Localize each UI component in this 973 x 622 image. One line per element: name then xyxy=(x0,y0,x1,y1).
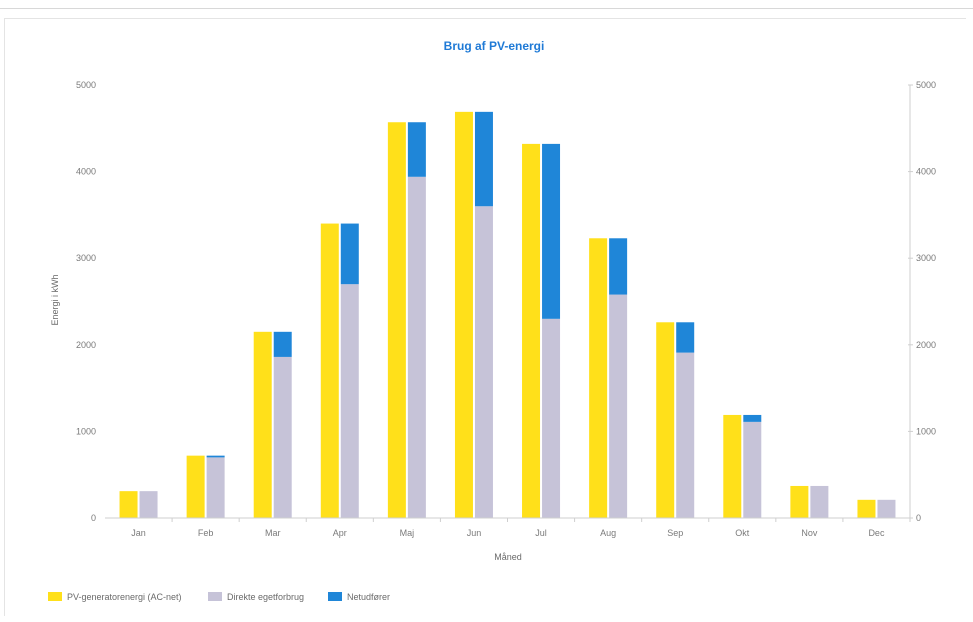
bar-b1-mar xyxy=(273,331,292,357)
x-tick-label: Nov xyxy=(801,528,818,538)
x-tick-label: Apr xyxy=(333,528,347,538)
bar-b0-dec xyxy=(877,499,896,518)
bar-b1-sep xyxy=(676,322,695,353)
x-tick-label: Aug xyxy=(600,528,616,538)
legend-swatch xyxy=(208,592,222,601)
y-tick-label-right: 1000 xyxy=(916,426,936,436)
bar-b0-apr xyxy=(340,284,359,518)
bar-b1-jun xyxy=(474,111,493,207)
legend-swatch xyxy=(48,592,62,601)
x-tick-label: Maj xyxy=(400,528,415,538)
bar-b0-jun xyxy=(474,206,493,519)
x-tick-label: Jun xyxy=(467,528,482,538)
bar-a-maj xyxy=(387,122,406,518)
x-axis: Jan Feb Mar Apr Maj Jun Jul Aug Sep Okt Nov Dec xyxy=(131,518,911,538)
bar-a-sep xyxy=(656,322,675,518)
bar-b1-apr xyxy=(340,223,359,285)
bars xyxy=(119,111,896,519)
x-tick-label: Mar xyxy=(265,528,281,538)
y-tick-label-right: 2000 xyxy=(916,340,936,350)
bar-b1-jul xyxy=(542,143,561,319)
legend: PV-generatorenergi (AC-net) Direkte egetf… xyxy=(48,592,390,602)
bar-b1-okt xyxy=(743,414,762,422)
x-tick-label: Sep xyxy=(667,528,683,538)
legend-swatch xyxy=(328,592,342,601)
y-axis-left: 0 1000 2000 3000 4000 5000 xyxy=(76,80,96,523)
bar-a-jun xyxy=(454,111,473,518)
bar-a-jan xyxy=(119,491,138,518)
legend-label: Direkte egetforbrug xyxy=(227,592,304,602)
chart-title: Brug af PV-energi xyxy=(444,39,545,53)
bar-a-mar xyxy=(253,331,272,518)
bar-b1-feb xyxy=(206,455,225,458)
bar-b0-aug xyxy=(609,294,628,518)
bar-a-aug xyxy=(589,238,608,519)
bar-b0-feb xyxy=(206,457,225,518)
legend-label: PV-generatorenergi (AC-net) xyxy=(67,592,182,602)
y-axis-title: Energi i kWh xyxy=(50,274,60,325)
bar-b0-okt xyxy=(743,421,762,518)
bar-a-okt xyxy=(723,414,742,518)
bar-b0-mar xyxy=(273,356,292,518)
x-tick-label: Okt xyxy=(735,528,750,538)
y-tick-label-left: 1000 xyxy=(76,426,96,436)
x-tick-label: Jul xyxy=(535,528,547,538)
y-tick-label-right: 4000 xyxy=(916,167,936,177)
bar-a-apr xyxy=(320,223,339,518)
y-tick-label-left: 5000 xyxy=(76,80,96,90)
x-tick-label: Jan xyxy=(131,528,146,538)
bar-b0-nov xyxy=(810,485,829,518)
top-divider xyxy=(0,8,973,9)
bar-a-feb xyxy=(186,455,205,518)
bar-a-jul xyxy=(522,143,541,518)
y-tick-label-left: 2000 xyxy=(76,340,96,350)
y-tick-label-right: 5000 xyxy=(916,80,936,90)
x-axis-title: Måned xyxy=(494,552,522,562)
x-tick-label: Dec xyxy=(868,528,885,538)
chart-frame xyxy=(4,18,966,616)
y-tick-label-left: 3000 xyxy=(76,253,96,263)
bar-b0-sep xyxy=(676,352,695,518)
bar-b0-maj xyxy=(407,176,426,518)
bar-b0-jan xyxy=(139,491,158,518)
y-tick-label-right: 3000 xyxy=(916,253,936,263)
y-tick-label-left: 0 xyxy=(91,513,96,523)
bar-b1-aug xyxy=(609,238,628,295)
bar-a-dec xyxy=(857,499,876,518)
bar-b1-maj xyxy=(407,122,426,177)
bar-a-nov xyxy=(790,485,809,518)
x-tick-label: Feb xyxy=(198,528,214,538)
legend-label: Netudfører xyxy=(347,592,390,602)
y-tick-label-left: 4000 xyxy=(76,167,96,177)
bar-b0-jul xyxy=(542,318,561,518)
y-axis-right: 0 1000 2000 3000 4000 5000 xyxy=(908,80,936,523)
y-tick-label-right: 0 xyxy=(916,513,921,523)
